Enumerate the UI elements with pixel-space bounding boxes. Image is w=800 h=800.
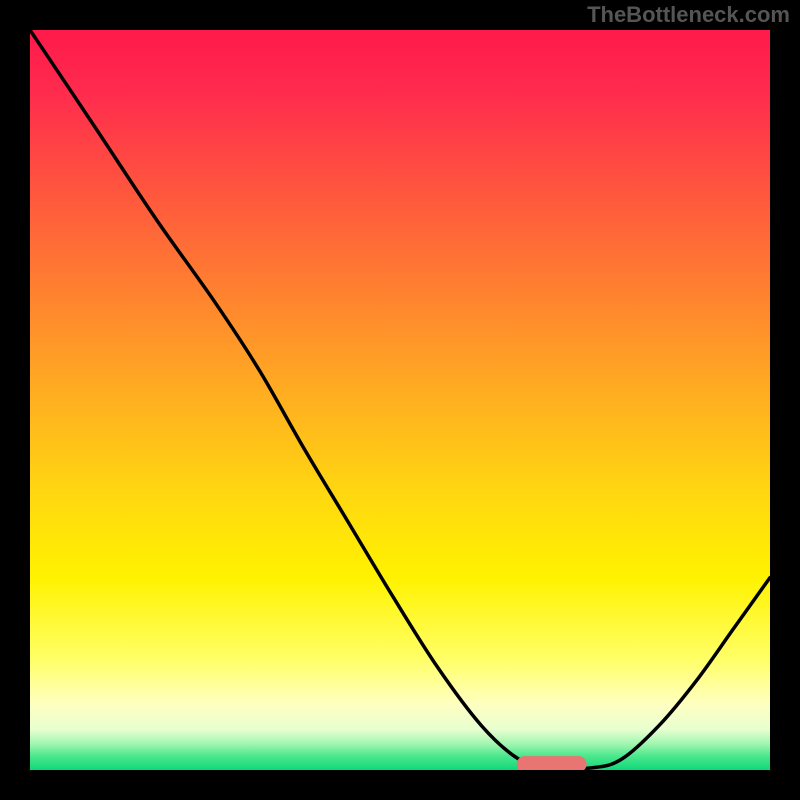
watermark-text: TheBottleneck.com [587, 2, 790, 28]
chart-plot-area [30, 30, 770, 770]
gradient-background [30, 30, 770, 770]
